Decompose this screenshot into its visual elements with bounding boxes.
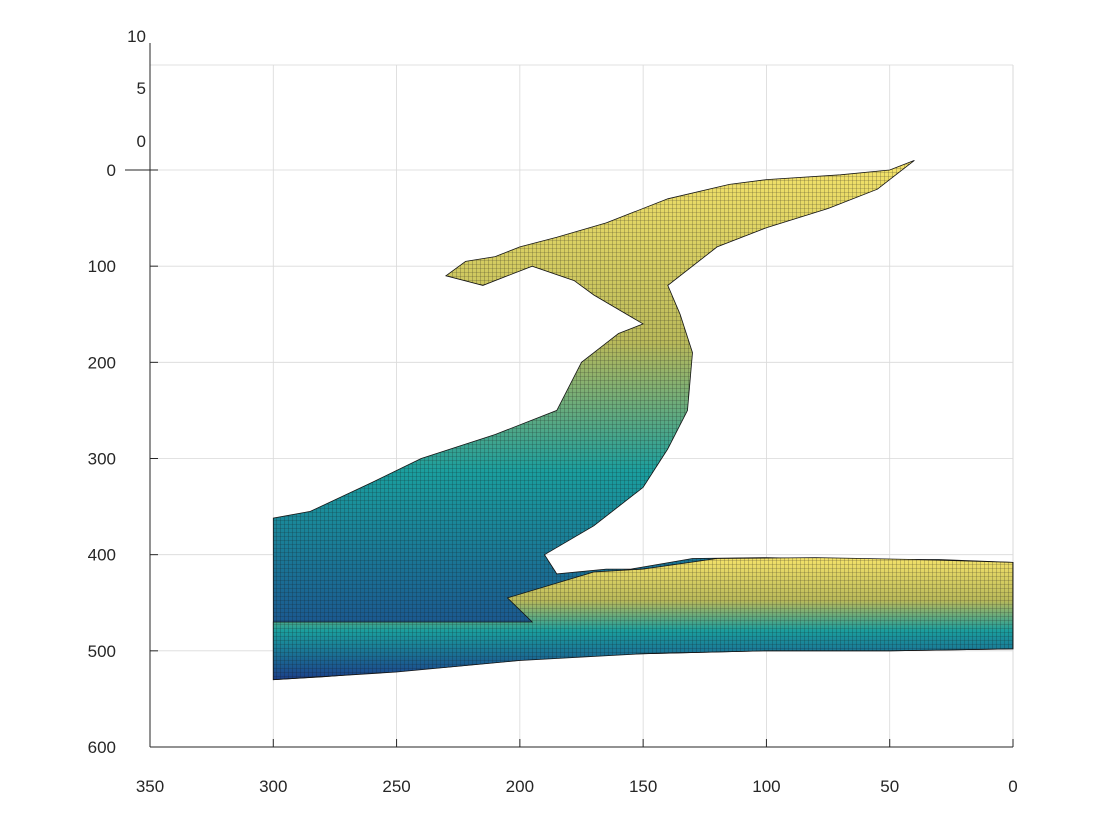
- x-tick-label: 50: [880, 777, 899, 796]
- surface-branch-lower-mesh: [273, 557, 1013, 680]
- surface-branch-upper-mesh: [273, 160, 1013, 680]
- axes: [125, 43, 1014, 748]
- z-tick-label: 5: [137, 79, 146, 98]
- x-axis-tick-labels: 350 300 250 200 150 100 50 0: [136, 777, 1018, 796]
- y-tick-label: 100: [88, 257, 116, 276]
- y-tick-label: 500: [88, 642, 116, 661]
- y-tick-label: 600: [88, 738, 116, 757]
- x-tick-label: 300: [259, 777, 287, 796]
- x-tick-label: 100: [752, 777, 780, 796]
- y-tick-label: 300: [88, 450, 116, 469]
- x-tick-label: 0: [1008, 777, 1017, 796]
- surface-mesh: [272, 160, 1014, 681]
- y-axis-tick-labels: 0 100 200 300 400 500 600: [88, 161, 116, 757]
- z-axis-tick-labels: 0 5 10: [127, 27, 146, 151]
- z-tick-label: 0: [137, 132, 146, 151]
- y-tick-label: 0: [107, 161, 116, 180]
- x-tick-label: 150: [629, 777, 657, 796]
- x-tick-label: 350: [136, 777, 164, 796]
- x-tick-label: 250: [382, 777, 410, 796]
- y-tick-label: 400: [88, 546, 116, 565]
- z-tick-label: 10: [127, 27, 146, 46]
- y-tick-label: 200: [88, 353, 116, 372]
- x-tick-label: 200: [506, 777, 534, 796]
